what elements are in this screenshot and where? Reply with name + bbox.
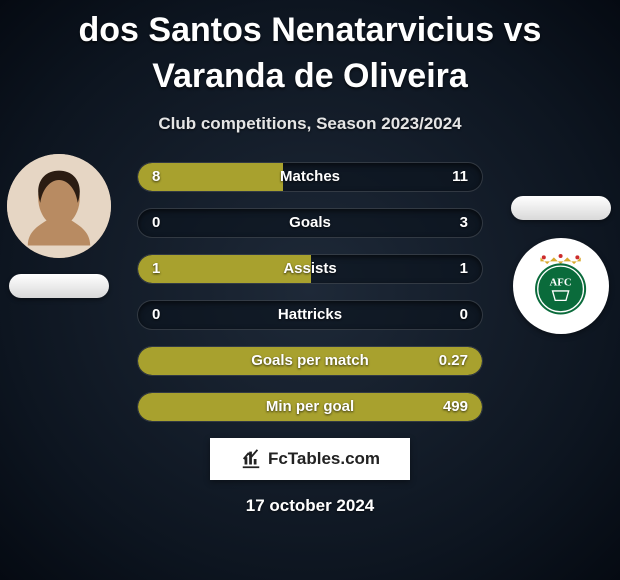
- player-right-name-pill: [511, 196, 611, 220]
- stat-label: Matches: [138, 163, 482, 191]
- footer-date: 17 october 2024: [246, 496, 375, 516]
- brand-text: FcTables.com: [268, 449, 380, 469]
- player-left-avatar: [7, 154, 111, 258]
- stat-value-right: 0.27: [439, 347, 468, 375]
- stat-row: Min per goal499: [137, 392, 483, 422]
- stat-row: 0Goals3: [137, 208, 483, 238]
- stat-row: Goals per match0.27: [137, 346, 483, 376]
- page-title: dos Santos Nenatarvicius vs Varanda de O…: [0, 8, 620, 100]
- player-right-crest: AFC: [513, 238, 609, 334]
- brand-chart-icon: [240, 448, 262, 470]
- stat-row: 0Hattricks0: [137, 300, 483, 330]
- stat-label: Goals: [138, 209, 482, 237]
- stat-row: 8Matches11: [137, 162, 483, 192]
- player-left-team-pill: [9, 274, 109, 298]
- stats-rows: 8Matches110Goals31Assists10Hattricks0Goa…: [137, 162, 483, 422]
- stat-label: Goals per match: [138, 347, 482, 375]
- stat-label: Hattricks: [138, 301, 482, 329]
- stat-label: Assists: [138, 255, 482, 283]
- stat-value-right: 1: [460, 255, 468, 283]
- stat-value-right: 0: [460, 301, 468, 329]
- player-right-col: AFC: [506, 196, 616, 334]
- stat-value-right: 499: [443, 393, 468, 421]
- stat-value-right: 11: [452, 163, 468, 191]
- player-left-col: [4, 154, 114, 298]
- brand-box: FcTables.com: [210, 438, 410, 480]
- stat-value-right: 3: [460, 209, 468, 237]
- svg-text:AFC: AFC: [550, 277, 572, 289]
- stat-label: Min per goal: [138, 393, 482, 421]
- stat-row: 1Assists1: [137, 254, 483, 284]
- subtitle: Club competitions, Season 2023/2024: [0, 114, 620, 134]
